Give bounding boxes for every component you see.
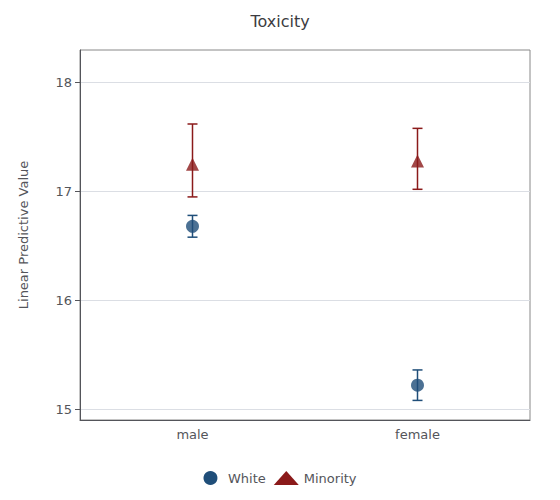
svg-text:Toxicity: Toxicity [249, 12, 309, 31]
svg-text:female: female [395, 427, 440, 442]
svg-text:Minority: Minority [304, 471, 357, 486]
svg-text:18: 18 [55, 75, 72, 90]
svg-text:17: 17 [55, 184, 72, 199]
svg-text:16: 16 [55, 293, 72, 308]
svg-text:Linear Predictive Value: Linear Predictive Value [16, 161, 31, 309]
svg-text:male: male [176, 427, 208, 442]
svg-text:15: 15 [55, 402, 72, 417]
svg-text:White: White [228, 471, 266, 486]
